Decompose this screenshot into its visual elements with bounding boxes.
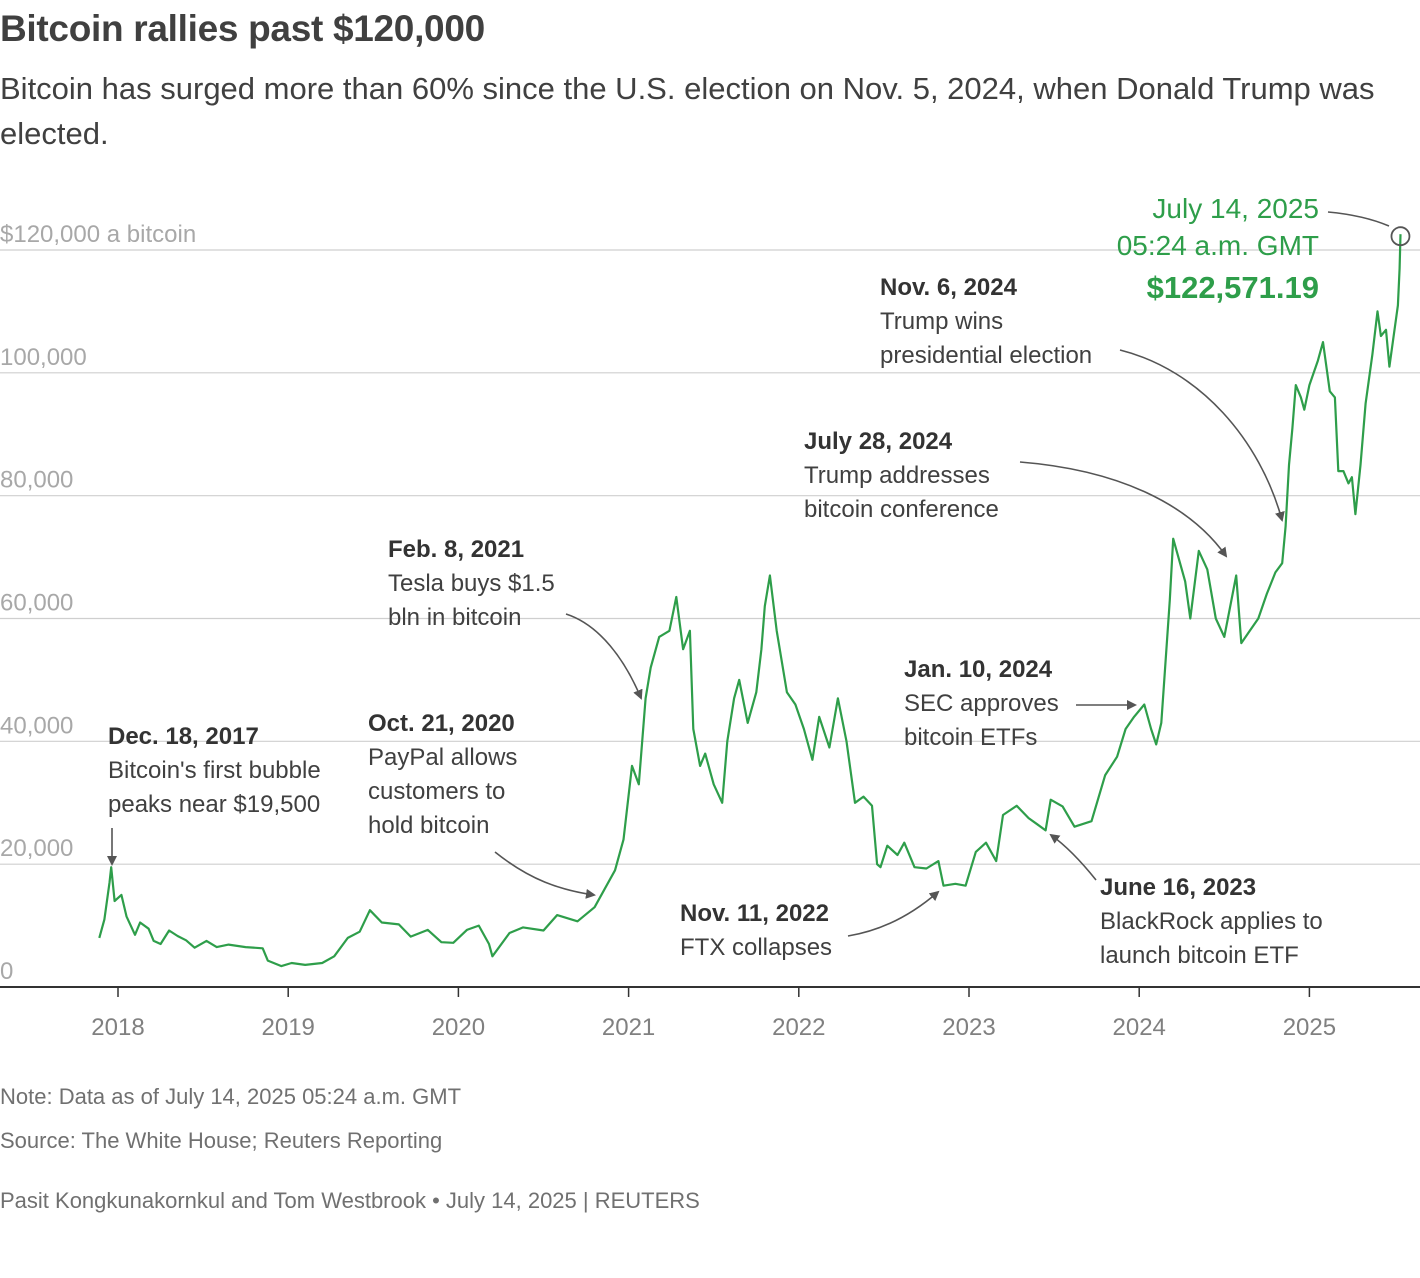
annotation-text: bitcoin conference [804, 496, 999, 523]
annotations-layer: Dec. 18, 2017 Bitcoin's first bubble peaks… [107, 274, 1323, 969]
annotation-dec-2017: Dec. 18, 2017 Bitcoin's first bubble peaks… [107, 723, 321, 866]
latest-price-callout: July 14, 2025 05:24 a.m. GMT $122,571.19 [1117, 193, 1411, 305]
annotation-jun-2023: June 16, 2023 BlackRock applies to launch … [1049, 833, 1323, 969]
annotation-arrow [1119, 349, 1285, 522]
annotation-text: Trump addresses [804, 462, 990, 489]
latest-point-marker [1390, 226, 1411, 247]
annotation-text: SEC approves [904, 690, 1059, 717]
annotation-date: Jan. 10, 2024 [904, 656, 1053, 683]
grid-layer: $120,000 a bitcoin 100,000 80,000 60,000 40,… [0, 221, 1420, 985]
footer-source: Source: The White House; Reuters Reporti… [0, 1128, 443, 1153]
annotation-text: PayPal allows [368, 744, 517, 771]
x-tick-label: 2022 [772, 1014, 825, 1041]
annotation-arrow [1049, 833, 1097, 881]
annotation-arrow [494, 851, 596, 899]
annotation-oct-2020: Oct. 21, 2020 PayPal allows customers to ho… [368, 710, 596, 899]
price-line-layer [98, 234, 1402, 968]
annotation-text: FTX collapses [680, 934, 832, 961]
annotation-text: bitcoin ETFs [904, 724, 1037, 751]
annotation-text: launch bitcoin ETF [1100, 942, 1299, 969]
chart-subtitle: Bitcoin has surged more than 60% since t… [0, 71, 1375, 151]
annotation-text: BlackRock applies to [1100, 908, 1323, 935]
latest-value-label: $122,571.19 [1147, 270, 1319, 305]
annotation-text: peaks near $19,500 [108, 791, 320, 818]
footer-credit: Pasit Kongkunakornkul and Tom Westbrook … [0, 1188, 700, 1213]
annotation-nov-2024: Nov. 6, 2024 Trump wins presidential elect… [880, 274, 1285, 522]
x-tick-label: 2020 [432, 1014, 485, 1041]
annotation-jan-2024: Jan. 10, 2024 SEC approves bitcoin ETFs [904, 656, 1137, 751]
annotation-date: Feb. 8, 2021 [388, 536, 524, 563]
chart-canvas: $120,000 a bitcoin 100,000 80,000 60,000 40,… [0, 193, 1420, 1041]
x-tick-label: 2018 [91, 1014, 144, 1041]
annotation-date: Oct. 21, 2020 [368, 710, 515, 737]
y-tick-label: $120,000 a bitcoin [0, 221, 196, 248]
annotation-text: Bitcoin's first bubble [108, 757, 321, 784]
annotation-date: Nov. 11, 2022 [680, 900, 829, 927]
latest-leader-line [1327, 211, 1390, 227]
annotation-text: Trump wins [880, 308, 1003, 335]
bitcoin-price-line [98, 234, 1402, 968]
x-tick-label: 2019 [262, 1014, 315, 1041]
annotation-text: Tesla buys $1.5 [388, 570, 555, 597]
x-axis: 2018 2019 2020 2021 2022 2023 2024 2025 [0, 986, 1420, 1041]
annotation-text: hold bitcoin [368, 812, 489, 839]
chart-title: Bitcoin rallies past $120,000 [0, 8, 485, 49]
x-tick-label: 2023 [942, 1014, 995, 1041]
latest-time-label: 05:24 a.m. GMT [1117, 230, 1319, 261]
annotation-text: presidential election [880, 342, 1092, 369]
annotation-nov-2022: Nov. 11, 2022 FTX collapses [680, 890, 940, 961]
annotation-arrow [565, 613, 643, 700]
y-tick-label: 0 [0, 958, 13, 985]
footer-note: Note: Data as of July 14, 2025 05:24 a.m… [0, 1084, 462, 1109]
annotation-date: Dec. 18, 2017 [108, 723, 259, 750]
annotation-text: customers to [368, 778, 505, 805]
annotation-date: June 16, 2023 [1100, 874, 1256, 901]
annotation-arrow [847, 890, 940, 937]
annotation-feb-2021: Feb. 8, 2021 Tesla buys $1.5 bln in bitcoi… [388, 536, 643, 700]
x-tick-label: 2021 [602, 1014, 655, 1041]
annotation-date: July 28, 2024 [804, 428, 953, 455]
y-tick-label: 80,000 [0, 467, 73, 494]
latest-date-label: July 14, 2025 [1152, 193, 1319, 224]
y-tick-label: 20,000 [0, 835, 73, 862]
annotation-arrow [1019, 461, 1228, 558]
y-tick-label: 60,000 [0, 590, 73, 617]
annotation-jul-2024: July 28, 2024 Trump addresses bitcoin conf… [804, 428, 1228, 558]
y-tick-label: 40,000 [0, 712, 73, 739]
x-tick-label: 2024 [1113, 1014, 1166, 1041]
x-tick-label: 2025 [1283, 1014, 1336, 1041]
annotation-date: Nov. 6, 2024 [880, 274, 1018, 301]
y-tick-label: 100,000 [0, 344, 87, 371]
annotation-text: bln in bitcoin [388, 604, 521, 631]
